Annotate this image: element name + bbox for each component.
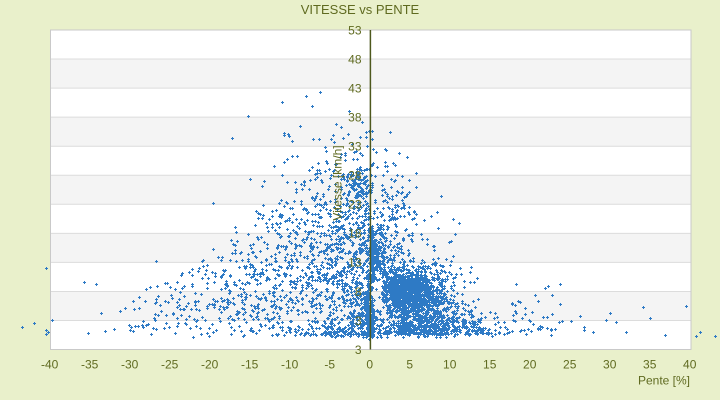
svg-text:30: 30: [603, 358, 617, 372]
svg-text:-25: -25: [161, 358, 179, 372]
svg-text:23: 23: [348, 198, 362, 212]
svg-text:53: 53: [348, 23, 362, 37]
svg-text:0: 0: [366, 358, 373, 372]
svg-text:5: 5: [406, 358, 413, 372]
svg-text:Pente [%]: Pente [%]: [638, 374, 690, 388]
svg-text:20: 20: [523, 358, 537, 372]
svg-text:10: 10: [443, 358, 457, 372]
svg-text:25: 25: [563, 358, 577, 372]
svg-text:-40: -40: [41, 358, 59, 372]
svg-text:Vitesse [km/h]: Vitesse [km/h]: [331, 145, 345, 220]
svg-text:-20: -20: [201, 358, 219, 372]
svg-text:40: 40: [683, 358, 697, 372]
svg-text:VITESSE vs PENTE: VITESSE vs PENTE: [301, 2, 420, 17]
svg-text:-35: -35: [81, 358, 99, 372]
svg-text:18: 18: [348, 227, 362, 241]
svg-text:-10: -10: [281, 358, 299, 372]
svg-text:35: 35: [643, 358, 657, 372]
svg-text:48: 48: [348, 52, 362, 66]
svg-text:-30: -30: [121, 358, 139, 372]
svg-text:3: 3: [355, 314, 362, 328]
svg-text:13: 13: [348, 256, 362, 270]
svg-text:-5: -5: [324, 358, 335, 372]
svg-text:15: 15: [483, 358, 497, 372]
svg-text:43: 43: [348, 81, 362, 95]
svg-text:-15: -15: [241, 358, 259, 372]
svg-text:3: 3: [355, 343, 362, 357]
svg-text:33: 33: [348, 140, 362, 154]
svg-text:8: 8: [355, 285, 362, 299]
svg-text:28: 28: [348, 169, 362, 183]
svg-text:38: 38: [348, 110, 362, 124]
